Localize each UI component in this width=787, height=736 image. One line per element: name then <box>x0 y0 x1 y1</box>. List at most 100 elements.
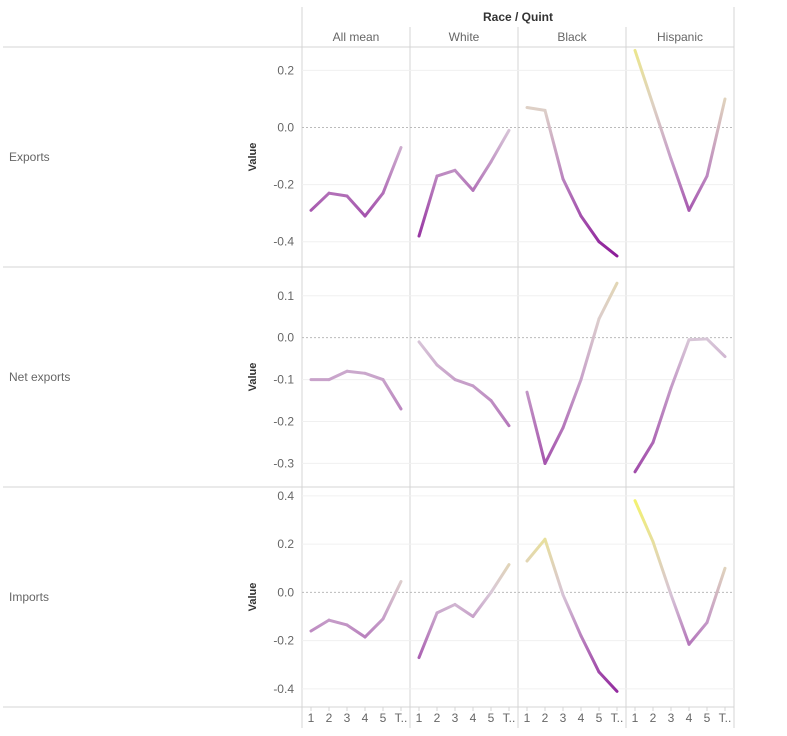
x-tick-label: 4 <box>578 711 585 725</box>
x-tick-label: 5 <box>488 711 495 725</box>
row-label-imports: Imports <box>9 590 49 604</box>
line-segment <box>309 191 331 212</box>
series-imports-hispanic <box>633 499 727 646</box>
x-tick-label: 3 <box>560 711 567 725</box>
line-segment <box>471 384 493 403</box>
line-segment <box>309 618 331 633</box>
x-tick-label: T.. <box>611 711 624 725</box>
line-segment <box>345 194 367 218</box>
x-tick-label: 2 <box>650 711 657 725</box>
x-tick-label: 2 <box>434 711 441 725</box>
y-tick-label: 0.4 <box>277 489 294 503</box>
line-segment <box>381 146 403 195</box>
line-segment <box>597 281 619 321</box>
line-segment <box>417 340 439 367</box>
line-segment <box>579 634 601 674</box>
line-segment <box>381 378 403 411</box>
x-tick-label: T.. <box>503 711 516 725</box>
series-net-exports-all-mean <box>309 369 403 411</box>
x-tick-label: 2 <box>542 711 549 725</box>
series-net-exports-white <box>417 340 511 428</box>
line-segment <box>489 399 511 428</box>
series-net-exports-hispanic <box>633 337 727 474</box>
x-tick-label: 3 <box>452 711 459 725</box>
column-header-all-mean: All mean <box>333 30 380 44</box>
line-segment <box>525 537 547 563</box>
y-tick-label: -0.2 <box>273 634 294 648</box>
series-imports-black <box>525 537 619 693</box>
y-axis-title: Value <box>247 363 259 392</box>
y-tick-label: -0.4 <box>273 235 294 249</box>
x-tick-label: 3 <box>344 711 351 725</box>
line-segment <box>687 174 709 212</box>
line-segment <box>633 440 655 474</box>
series-net-exports-black <box>525 281 619 465</box>
line-segment <box>561 378 583 430</box>
series-exports-white <box>417 128 511 238</box>
line-segment <box>363 371 385 382</box>
line-segment <box>597 240 619 258</box>
row-label-exports: Exports <box>9 150 50 164</box>
series-exports-all-mean <box>309 146 403 218</box>
line-segment <box>633 48 655 107</box>
line-segment <box>525 106 547 112</box>
line-segment <box>705 97 727 178</box>
y-tick-label: -0.1 <box>273 373 294 387</box>
line-segment <box>705 337 727 359</box>
line-segment <box>363 617 385 639</box>
line-segment <box>633 499 655 544</box>
line-segment <box>669 593 691 646</box>
y-tick-label: 0.0 <box>277 585 294 599</box>
series-exports-black <box>525 106 619 258</box>
line-segment <box>327 618 349 627</box>
x-tick-label: 3 <box>668 711 675 725</box>
line-segment <box>327 369 349 382</box>
line-segment <box>543 426 565 465</box>
column-header-white: White <box>449 30 480 44</box>
x-tick-label: 2 <box>326 711 333 725</box>
series-imports-all-mean <box>309 580 403 639</box>
line-segment <box>435 168 457 178</box>
x-tick-label: T.. <box>719 711 732 725</box>
line-segment <box>345 623 367 639</box>
column-header-title: Race / Quint <box>483 10 553 24</box>
x-tick-label: 4 <box>470 711 477 725</box>
y-tick-label: 0.1 <box>277 289 294 303</box>
line-segment <box>579 317 601 382</box>
line-segment <box>561 177 583 218</box>
y-tick-label: 0.2 <box>277 63 294 77</box>
x-tick-label: 1 <box>308 711 315 725</box>
series-exports-hispanic <box>633 48 727 212</box>
line-segment <box>417 611 439 660</box>
x-tick-label: 5 <box>704 711 711 725</box>
y-tick-label: 0.0 <box>277 331 294 345</box>
line-segment <box>561 593 583 638</box>
row-label-net-exports: Net exports <box>9 370 70 384</box>
line-segment <box>651 386 673 444</box>
x-tick-label: 5 <box>380 711 387 725</box>
x-tick-label: 4 <box>686 711 693 725</box>
line-segment <box>489 563 511 594</box>
x-tick-label: 1 <box>632 711 639 725</box>
y-tick-label: 0.2 <box>277 537 294 551</box>
line-segment <box>669 157 691 212</box>
line-segment <box>543 537 565 597</box>
column-header-black: Black <box>557 30 587 44</box>
line-segment <box>453 602 475 619</box>
line-segment <box>417 174 439 238</box>
x-tick-label: 5 <box>596 711 603 725</box>
line-segment <box>363 191 385 218</box>
line-segment <box>435 363 457 382</box>
y-tick-label: -0.4 <box>273 682 294 696</box>
line-segment <box>489 128 511 164</box>
x-tick-label: 4 <box>362 711 369 725</box>
line-segment <box>651 103 673 161</box>
y-axis-title: Value <box>247 583 259 612</box>
line-segment <box>579 214 601 244</box>
line-segment <box>453 168 475 192</box>
line-segment <box>687 337 709 342</box>
line-segment <box>453 378 475 388</box>
line-segment <box>543 108 565 181</box>
line-segment <box>471 590 493 619</box>
